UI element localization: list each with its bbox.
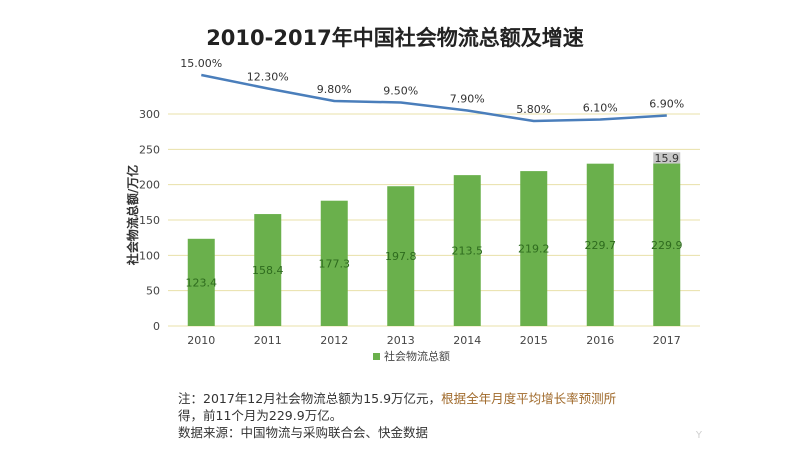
bar-value-label: 229.9 <box>651 239 683 252</box>
y-tick-label: 250 <box>139 143 160 156</box>
bar <box>653 163 681 326</box>
growth-label: 6.90% <box>649 98 684 111</box>
y-tick-label: 300 <box>139 108 160 121</box>
x-tick-label: 2010 <box>187 334 215 347</box>
growth-label: 12.30% <box>247 71 289 84</box>
bar-value-label: 219.2 <box>518 243 550 256</box>
stacked-bar-label: 15.9 <box>655 152 680 165</box>
growth-line-group: 15.00% 12.30% 9.80% 9.50% 7.90% 5.80% 6.10% 6.9… <box>180 57 684 123</box>
bar <box>453 175 481 326</box>
gridlines <box>168 113 700 327</box>
y-axis-label: 社会物流总额/万亿 <box>125 165 140 266</box>
bar-value-label: 177.3 <box>319 257 351 270</box>
y-tick-label: 0 <box>153 320 160 333</box>
x-tick-label: 2017 <box>653 334 681 347</box>
bar <box>187 238 215 326</box>
x-tick-label: 2013 <box>387 334 415 347</box>
y-axis-ticks: 0 50 100 150 200 250 300 <box>139 108 160 333</box>
bar <box>520 171 548 326</box>
growth-label: 6.10% <box>583 102 618 115</box>
chart-title: 2010-2017年中国社会物流总额及增速 <box>206 26 584 50</box>
stacked-bar <box>653 152 681 164</box>
growth-label: 5.80% <box>516 103 551 116</box>
note-line-1b: 根据全年月度平均增长率预测所 <box>441 391 617 406</box>
bar-value-label: 229.7 <box>585 239 617 252</box>
x-tick-label: 2011 <box>254 334 282 347</box>
data-source: 数据来源：中国物流与采购联合会、快金数据 <box>178 425 429 440</box>
growth-label: 7.90% <box>450 93 485 106</box>
bar-value-label: 197.8 <box>385 250 417 263</box>
growth-label: 9.50% <box>383 85 418 98</box>
x-tick-label: 2016 <box>586 334 614 347</box>
y-tick-label: 200 <box>139 179 160 192</box>
legend-label: 社会物流总额 <box>384 349 450 363</box>
bars: 123.4 158.4 177.3 197.8 213.5 219.2 229.7 229.9… <box>186 152 683 326</box>
note-line-1a: 注：2017年12月社会物流总额为15.9万亿元， <box>178 391 442 406</box>
y-tick-label: 150 <box>139 214 160 227</box>
x-tick-label: 2012 <box>320 334 348 347</box>
growth-line <box>201 73 667 123</box>
x-tick-label: 2015 <box>520 334 548 347</box>
note-line-2: 得，前11个月为229.9万亿。 <box>178 408 343 423</box>
note-line-1: 注：2017年12月社会物流总额为15.9万亿元，根据全年月度平均增长率预测所 <box>178 390 616 407</box>
growth-label: 15.00% <box>180 57 222 70</box>
legend: 社会物流总额 <box>373 349 450 363</box>
bar <box>320 200 348 326</box>
bar-value-label: 158.4 <box>252 264 284 277</box>
watermark: Y <box>695 430 702 441</box>
growth-label: 9.80% <box>317 83 352 96</box>
x-axis-ticks: 2010 2011 2012 2013 2014 2015 2016 2017 <box>187 334 681 347</box>
bar <box>387 186 415 326</box>
legend-swatch <box>373 353 380 360</box>
bar <box>586 163 614 326</box>
bar-value-label: 213.5 <box>452 245 484 258</box>
y-tick-label: 100 <box>139 249 160 262</box>
bar <box>254 214 282 326</box>
bar-value-label: 123.4 <box>186 276 218 289</box>
y-tick-label: 50 <box>146 285 160 298</box>
x-tick-label: 2014 <box>453 334 481 347</box>
